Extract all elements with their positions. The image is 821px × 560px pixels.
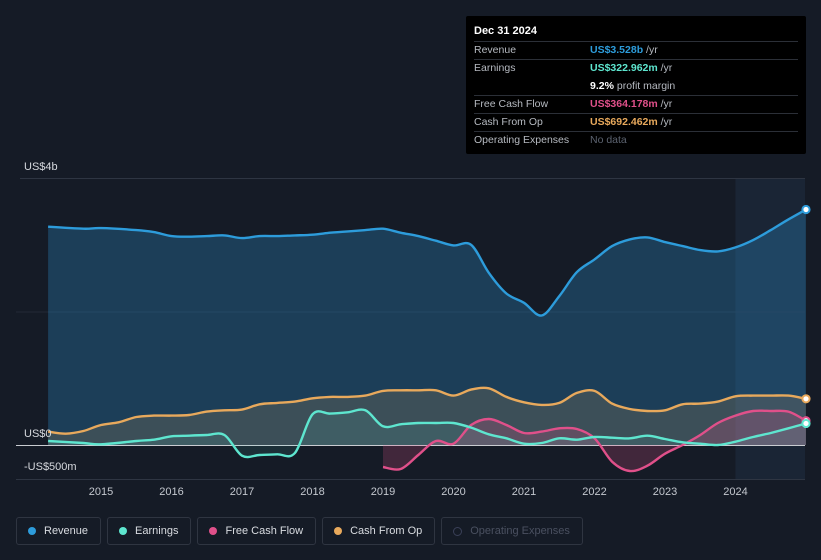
legend-dot-icon (119, 527, 128, 535)
tooltip-amount: US$692.462m (590, 116, 658, 129)
plot-background (16, 178, 805, 480)
legend-label: Revenue (44, 525, 89, 537)
tooltip-label: Revenue (474, 44, 517, 56)
legend-item-revenue[interactable]: Revenue (16, 517, 102, 545)
tooltip-amount: US$322.962m (590, 62, 658, 75)
x-tick-label: 2018 (300, 486, 324, 498)
legend-item-free-cash-flow[interactable]: Free Cash Flow (197, 517, 317, 545)
tooltip-unit: /yr (660, 62, 673, 75)
tooltip-label: Cash From Op (474, 116, 543, 129)
revenue-area (48, 209, 807, 445)
legend-item-earnings[interactable]: Earnings (107, 517, 192, 545)
legend-label: Free Cash Flow (225, 525, 304, 537)
x-tick-label: 2020 (441, 486, 465, 498)
profit-margin-label: profit margin (616, 79, 676, 92)
earnings-end-marker (801, 418, 811, 429)
tooltip-label: Operating Expenses (474, 134, 570, 147)
y-tick-label: -US$500m (24, 461, 77, 473)
tooltip-row: Cash From Op US$692.462m /yr (474, 113, 798, 131)
tooltip-unit: /yr (660, 97, 673, 110)
tooltip-value: US$3.528b /yr (590, 42, 798, 59)
legend-dot-icon (334, 527, 343, 535)
profit-margin-value: 9.2% (590, 79, 614, 92)
zero-line (16, 445, 805, 446)
y-tick-label: US$0 (24, 428, 52, 440)
tooltip-amount: No data (590, 134, 627, 147)
tooltip-row: Operating Expenses No data (474, 131, 798, 149)
revenue-end-marker (801, 204, 811, 215)
tooltip-label: Earnings (474, 62, 516, 75)
forecast-region (735, 178, 805, 479)
gridline-mid (16, 311, 805, 313)
data-tooltip: Dec 31 2024 Revenue US$3.528b /yr Earnings… (466, 16, 806, 154)
free-cash-flow-area (383, 410, 806, 472)
cash-from-op-area (48, 387, 807, 445)
x-tick-label: 2021 (512, 486, 536, 498)
legend-label: Operating Expenses (470, 525, 570, 537)
legend-dot-icon (209, 527, 218, 535)
tooltip-value: No data (590, 132, 798, 149)
tooltip-value: US$364.178m /yr (590, 96, 798, 113)
x-tick-label: 2017 (230, 486, 254, 498)
tooltip-unit: /yr (646, 44, 658, 56)
cash-from-op-end-marker (801, 394, 811, 404)
tooltip-row: Earnings US$322.962m /yr (474, 59, 798, 77)
series-end-markers (801, 204, 811, 429)
tooltip-amount: US$3.528b (590, 44, 644, 56)
tooltip-value: US$322.962m /yr (590, 60, 798, 77)
earnings-area (48, 409, 807, 458)
series-lines (47, 208, 807, 473)
x-tick-label: 2015 (89, 486, 113, 498)
revenue-line (48, 208, 807, 317)
legend-dot-icon (28, 527, 36, 535)
tooltip-date: Dec 31 2024 (474, 25, 537, 37)
tooltip-profit-margin-row: 9.2% profit margin (474, 78, 798, 95)
cash-from-op-line (47, 386, 807, 435)
tooltip-value: 9.2% profit margin (590, 78, 798, 95)
tooltip-value: US$692.462m /yr (590, 114, 798, 131)
tooltip-row: Free Cash Flow US$364.178m /yr (474, 94, 798, 113)
legend-label: Cash From Op (350, 525, 423, 537)
y-tick-label: US$4b (24, 161, 58, 173)
free-cash-flow-line (382, 409, 807, 473)
tooltip-row: Revenue US$3.528b /yr (474, 41, 798, 59)
x-tick-label: 2019 (371, 486, 395, 498)
x-tick-label: 2022 (582, 486, 606, 498)
tooltip-label: Free Cash Flow (474, 97, 549, 110)
earnings-line (48, 408, 807, 459)
x-tick-label: 2024 (723, 486, 747, 498)
tooltip-spacer (474, 78, 590, 95)
tooltip-unit: /yr (660, 116, 673, 129)
gridline-top (20, 178, 805, 179)
x-tick-label: 2023 (653, 486, 677, 498)
series-areas (48, 209, 807, 472)
x-tick-label: 2016 (159, 486, 183, 498)
gridline-bottom (16, 479, 805, 480)
legend-item-operating-expenses[interactable]: Operating Expenses (441, 517, 583, 545)
tooltip-amount: US$364.178m (590, 97, 658, 110)
x-axis-labels: 2015 2016 2017 2018 2019 2020 2021 2022 2023 2024 (89, 486, 748, 498)
chart-legend: Revenue Earnings Free Cash Flow Cash From O… (16, 517, 583, 547)
legend-item-cash-from-op[interactable]: Cash From Op (322, 517, 436, 545)
legend-dot-icon (453, 526, 463, 536)
legend-label: Earnings (135, 525, 179, 537)
y-axis-labels: US$4b US$0 -US$500m (24, 161, 77, 473)
